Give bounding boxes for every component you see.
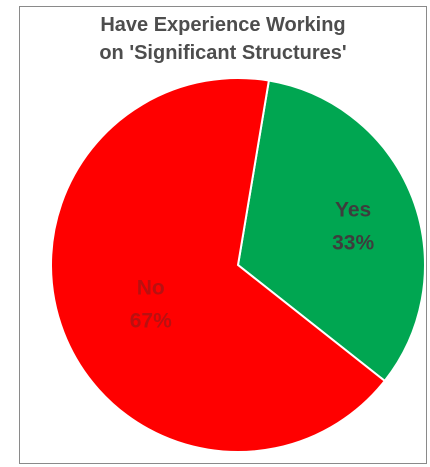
chart-title-line-2: on 'Significant Structures': [99, 42, 347, 64]
pie-value-no: 67%: [130, 310, 172, 333]
pie-label-yes: Yes: [335, 199, 371, 222]
pie-slice-no: [50, 77, 387, 453]
pie-slice-yes: [236, 79, 426, 383]
pie-slices: [50, 77, 426, 453]
pie-label-no: No: [137, 277, 165, 300]
pie-labels: Yes 33% No 67%: [130, 199, 375, 333]
chart-title-line-1: Have Experience Working: [100, 14, 346, 36]
chart-title: Have Experience Working on 'Significant …: [20, 11, 426, 67]
pie-value-yes: 33%: [332, 232, 374, 255]
